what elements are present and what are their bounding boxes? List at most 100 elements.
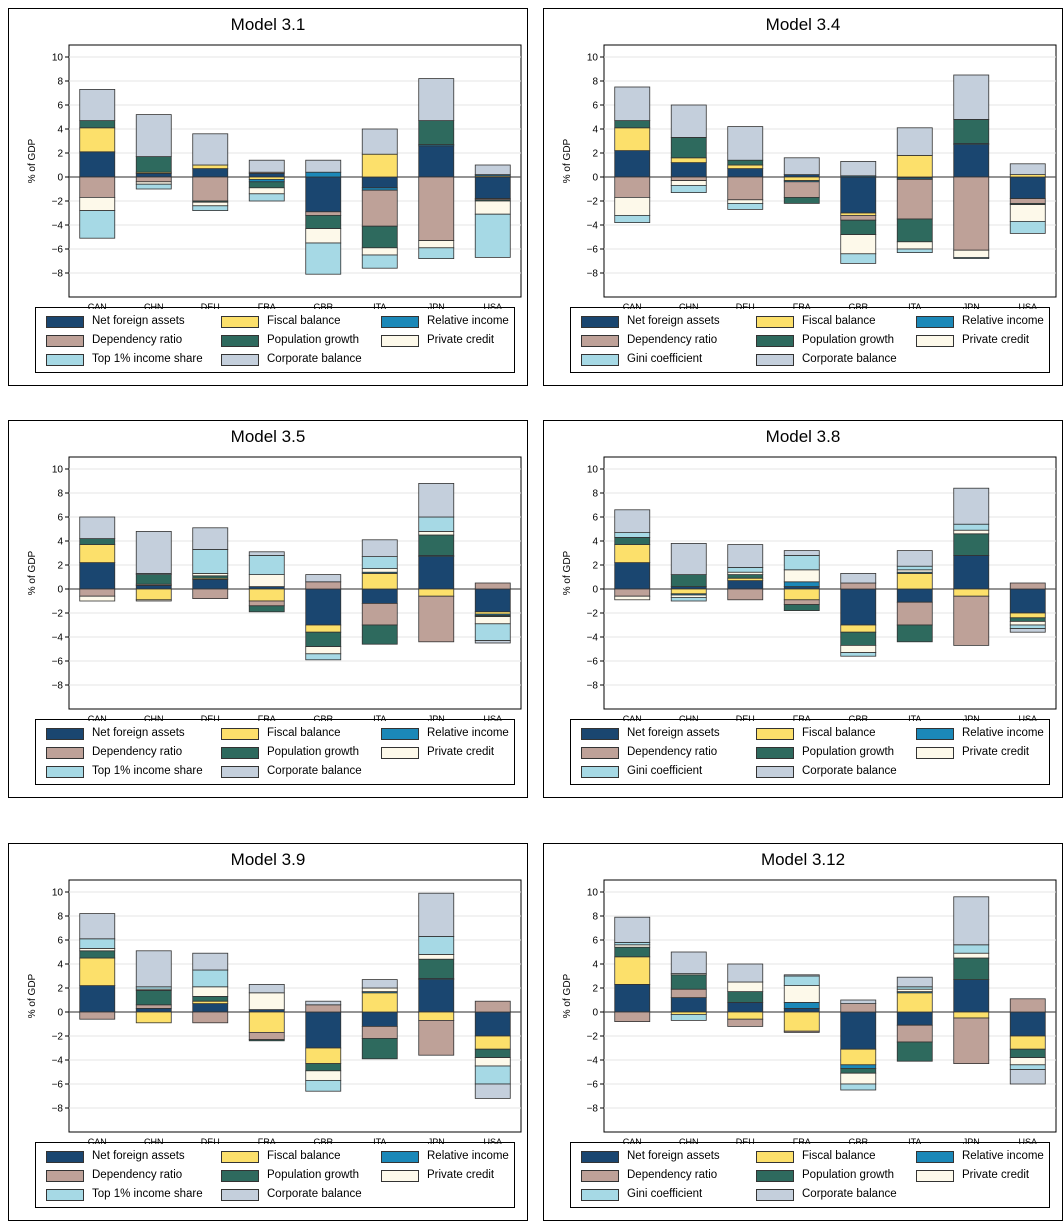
legend-label: Corporate balance	[802, 765, 897, 777]
bar-segment-corp-deu	[727, 544, 764, 568]
legend-label: Population growth	[802, 334, 895, 346]
bar-segment-pop-gbr	[840, 631, 877, 646]
bar-segment-pop-ita	[896, 1041, 933, 1062]
bar-segment-pop-deu	[727, 159, 764, 166]
y-tick-label: 4	[57, 537, 63, 548]
legend-swatch	[46, 335, 84, 347]
legend: Net foreign assets Fiscal balance Relative…	[570, 1142, 1050, 1208]
bar-segment-pop-ita	[361, 225, 398, 249]
bar-segment-nfa-gbr	[305, 176, 342, 213]
x-tick-label: FRA	[258, 1137, 276, 1144]
bar-segment-pop-chn	[670, 136, 707, 159]
plot-frame	[603, 44, 1057, 298]
legend-label: Net foreign assets	[92, 1150, 185, 1162]
bar-segment-corp-fra	[783, 974, 820, 977]
x-tick-label: USA	[483, 1137, 502, 1144]
bar-segment-corp-ita	[361, 539, 398, 558]
plot-area: −8 −6 −4 −2 0 2 4 6 8 10 % of GDP CAN CHN DEU FRA GBR IT…	[27, 456, 522, 721]
bar-segment-pop-usa	[1009, 1048, 1046, 1058]
bar-segment-fiscal-ita	[361, 992, 398, 1013]
bar-segment-credit-deu	[192, 986, 229, 997]
bar-segment-credit-gbr	[840, 1072, 877, 1085]
bar-segment-credit-jpn	[418, 954, 455, 960]
x-tick-label: DEU	[201, 1137, 220, 1144]
chart-title: Model 3.5	[230, 427, 306, 446]
bar-segment-pop-gbr	[305, 1063, 342, 1072]
plot-frame	[68, 879, 522, 1133]
bar-segment-credit-fra	[248, 574, 285, 588]
legend-swatch	[916, 747, 954, 759]
bar-segment-credit-fra	[783, 569, 820, 583]
bar-segment-credit-fra	[783, 985, 820, 1003]
bar-segment-corp-gbr	[305, 1000, 342, 1006]
bar-segment-dep-jpn	[953, 595, 990, 646]
y-tick-label: 8	[592, 912, 598, 923]
x-tick-label: CAN	[88, 714, 107, 721]
bar-segment-fiscal-deu	[727, 1011, 764, 1020]
y-tick-label: 8	[57, 489, 63, 500]
bar-segment-fiscal-jpn	[953, 588, 990, 597]
y-tick-label: 2	[57, 984, 63, 995]
bar-segment-ineq-chn	[670, 1013, 707, 1021]
legend-label: Private credit	[427, 1169, 495, 1181]
bar-segment-credit-usa	[1009, 1057, 1046, 1066]
y-tick-label: 2	[592, 561, 598, 572]
bar-segment-pop-can	[79, 538, 116, 545]
bar-segment-corp-gbr	[305, 574, 342, 583]
bar-segment-ineq-jpn	[418, 247, 455, 260]
bar-segment-ineq-fra	[248, 554, 285, 575]
bar-segment-credit-ita	[361, 247, 398, 256]
bar-segment-corp-ita	[896, 976, 933, 988]
bar-segment-corp-chn	[135, 531, 172, 574]
legend-swatch	[756, 335, 794, 347]
y-tick-label: −4	[587, 221, 599, 232]
legend-swatch	[756, 1189, 794, 1201]
legend-label: Net foreign assets	[92, 727, 185, 739]
x-tick-label: ITA	[908, 302, 921, 309]
bar-segment-dep-can	[614, 1011, 651, 1023]
legend-label: Net foreign assets	[627, 1150, 720, 1162]
bar-segment-credit-ita	[361, 568, 398, 573]
x-tick-label: USA	[483, 302, 502, 309]
bar-segment-dep-deu	[727, 176, 764, 201]
legend-label: Population growth	[267, 334, 360, 346]
bar-segment-nfa-deu	[192, 578, 229, 590]
y-tick-label: −4	[52, 221, 64, 232]
bar-segment-ineq-jpn	[418, 936, 455, 955]
chart-panel-model-3-1: Model 3.1 −8 −6 −4 −2 0 2 4 6 8 10 % of GDP CAN CHN DE…	[8, 8, 528, 386]
y-tick-label: −8	[52, 1104, 64, 1115]
bar-segment-corp-deu	[192, 527, 229, 550]
bar-segment-corp-can	[79, 913, 116, 940]
bar-segment-nfa-can	[79, 151, 116, 178]
legend-label: Net foreign assets	[627, 727, 720, 739]
bar-segment-nfa-usa	[474, 176, 511, 200]
bar-segment-dep-chn	[135, 176, 172, 183]
y-tick-label: 4	[57, 960, 63, 971]
bar-segment-ineq-can	[614, 214, 651, 223]
bar-segment-corp-jpn	[953, 74, 990, 120]
legend-swatch	[916, 1151, 954, 1163]
x-tick-label: CAN	[623, 302, 642, 309]
legend-swatch	[381, 1151, 419, 1163]
bar-segment-corp-deu	[192, 133, 229, 166]
y-tick-label: −6	[52, 245, 64, 256]
bar-segment-fiscal-chn	[670, 157, 707, 164]
x-tick-label: JPN	[963, 714, 980, 721]
y-tick-label: −4	[52, 1056, 64, 1067]
x-tick-label: FRA	[793, 1137, 811, 1144]
x-tick-label: JPN	[963, 302, 980, 309]
bar-segment-pop-jpn	[418, 534, 455, 556]
legend-swatch	[916, 335, 954, 347]
legend-swatch	[756, 354, 794, 366]
bar-segment-pop-gbr	[305, 631, 342, 647]
bar-segment-dep-fra	[783, 1030, 820, 1033]
y-tick-label: −8	[587, 269, 599, 280]
legend-label: Fiscal balance	[267, 1150, 341, 1162]
bar-segment-ineq-gbr	[840, 1083, 877, 1091]
bar-segment-nfa-can	[614, 150, 651, 178]
bar-segment-nfa-ita	[896, 588, 933, 603]
bar-segment-pop-jpn	[953, 533, 990, 556]
y-tick-label: 10	[52, 465, 64, 476]
bar-segment-nfa-gbr	[305, 1011, 342, 1049]
legend-label: Relative income	[427, 315, 509, 327]
